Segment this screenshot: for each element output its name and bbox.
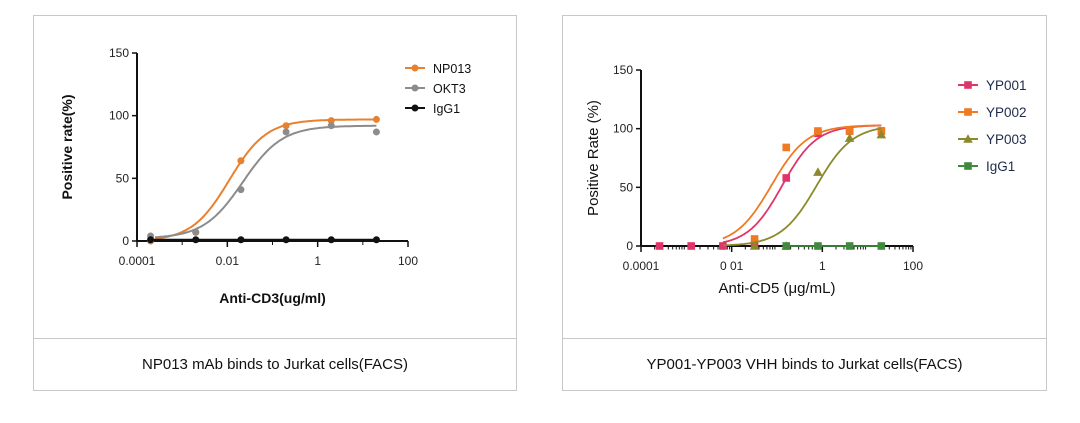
legend-item-yp001: YP001 <box>958 78 1027 93</box>
data-point <box>750 235 759 243</box>
data-point <box>282 128 290 136</box>
series-igg1 <box>782 242 886 250</box>
legend-label: OKT3 <box>433 82 466 96</box>
x-tick-label: 1 <box>314 254 321 268</box>
x-tick-label: 100 <box>903 259 923 273</box>
x-tick-label: 100 <box>398 254 418 268</box>
data-point <box>782 174 791 182</box>
x-tick-label: 0.0001 <box>119 254 156 268</box>
x-tick-label: 0.0001 <box>623 259 660 273</box>
data-point <box>877 242 886 250</box>
data-point <box>814 242 822 250</box>
y-tick-label: 100 <box>613 122 633 136</box>
data-point <box>282 122 290 130</box>
series-okt3 <box>147 122 380 240</box>
data-point <box>282 236 290 244</box>
data-point <box>192 228 200 236</box>
legend-item-okt3: OKT3 <box>405 82 466 96</box>
data-point <box>237 157 245 165</box>
data-point <box>411 104 419 112</box>
data-point <box>964 81 972 89</box>
legend-label: NP013 <box>433 62 471 76</box>
chart-panel-yp: YP001-YP003 VHH binds to Jurkat cells(FA… <box>562 15 1047 391</box>
fit-curve <box>154 124 377 239</box>
legend-label: YP002 <box>986 105 1027 120</box>
legend-item-igg1: IgG1 <box>958 159 1015 174</box>
data-point <box>372 128 380 136</box>
chart-caption: YP001-YP003 VHH binds to Jurkat cells(FA… <box>563 338 1046 390</box>
data-point <box>237 186 245 194</box>
data-point <box>372 236 380 244</box>
data-point <box>411 84 419 92</box>
data-point <box>963 134 973 143</box>
data-point <box>655 242 664 250</box>
series-igg1 <box>147 236 380 244</box>
data-point <box>964 162 972 170</box>
series-yp002 <box>722 124 886 243</box>
chart-1: 0 50 100 150 0.0001 0 01 1 100 Positive Rate (%)… <box>585 63 1027 297</box>
data-point <box>372 115 380 123</box>
fit-curve <box>154 118 377 240</box>
y-tick-label: 100 <box>109 109 129 123</box>
data-point <box>813 167 823 176</box>
x-tick-label: 0 01 <box>720 259 744 273</box>
legend-item-np013: NP013 <box>405 62 471 76</box>
y-tick-label: 150 <box>613 63 633 77</box>
chart-0: 0 50 100 150 0.0001 0.01 1 100 Positive rate(%) A… <box>59 46 471 306</box>
x-tick-label: 1 <box>819 259 826 273</box>
legend-label: YP001 <box>986 78 1027 93</box>
data-point <box>327 236 335 244</box>
data-point <box>192 236 200 244</box>
data-point <box>814 127 822 135</box>
series-np013 <box>147 115 380 245</box>
fit-curve <box>722 127 882 247</box>
data-point <box>964 108 972 116</box>
data-point <box>687 242 695 250</box>
fit-curve <box>722 124 882 240</box>
y-tick-label: 50 <box>116 171 130 185</box>
y-tick-label: 50 <box>620 180 634 194</box>
chart-caption: NP013 mAb binds to Jurkat cells(FACS) <box>34 338 516 390</box>
legend-item-yp002: YP002 <box>958 105 1027 120</box>
data-point <box>749 241 760 250</box>
legend-item-yp003: YP003 <box>958 132 1027 147</box>
data-point <box>876 129 887 139</box>
data-point <box>327 117 335 125</box>
y-axis-label: Positive rate(%) <box>59 94 75 199</box>
legend-label: IgG1 <box>433 102 460 116</box>
data-point <box>147 236 155 244</box>
data-point <box>845 242 854 250</box>
x-tick-label: 0.01 <box>216 254 240 268</box>
legend-item-igg1: IgG1 <box>405 102 460 116</box>
data-point <box>782 242 791 250</box>
x-axis-label: Anti-CD5 (μg/mL) <box>719 280 836 297</box>
data-point <box>237 236 245 244</box>
y-axis-label: Positive Rate (%) <box>585 100 602 216</box>
legend-label: IgG1 <box>986 159 1015 174</box>
data-point <box>411 64 419 72</box>
y-tick-label: 0 <box>626 239 633 253</box>
data-point <box>327 122 335 130</box>
y-tick-label: 0 <box>122 234 129 248</box>
x-axis-label: Anti-CD3(ug/ml) <box>219 290 326 306</box>
data-point <box>782 143 791 152</box>
data-point <box>845 127 854 135</box>
y-tick-label: 150 <box>109 46 129 60</box>
legend-label: YP003 <box>986 132 1027 147</box>
data-point <box>844 133 855 142</box>
chart-panel-np013: NP013 mAb binds to Jurkat cells(FACS) <box>33 15 517 391</box>
data-point <box>719 242 727 250</box>
